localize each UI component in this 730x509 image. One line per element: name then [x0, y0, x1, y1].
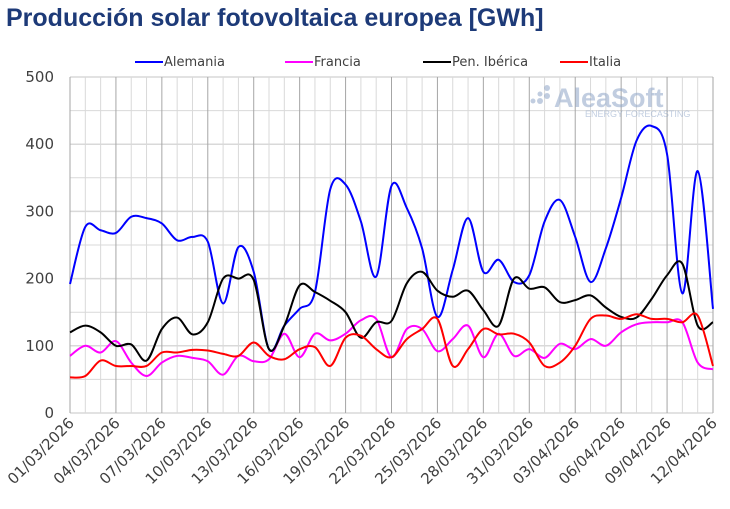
y-tick-label: 0 — [44, 404, 54, 422]
svg-text:AleaSoft: AleaSoft — [554, 83, 664, 113]
y-tick-label: 400 — [25, 135, 54, 153]
y-tick-label: 200 — [25, 270, 54, 288]
y-tick-label: 100 — [25, 337, 54, 355]
legend: Alemania Francia Pen. Ibérica Italia — [135, 55, 621, 70]
legend-label: Pen. Ibérica — [452, 55, 528, 70]
series-line-pen-ib-rica — [69, 260, 714, 362]
y-tick-label: 500 — [25, 68, 54, 86]
y-axis-ticks: 0 100 200 300 400 500 — [25, 68, 54, 422]
chart-title: Producción solar fotovoltaica europea [G… — [6, 4, 544, 32]
svg-text:ENERGY FORECASTING: ENERGY FORECASTING — [585, 109, 690, 119]
series-line-italia — [69, 312, 714, 379]
x-axis-ticks: 01/03/202604/03/202607/03/202610/03/2026… — [4, 414, 721, 488]
legend-label: Italia — [589, 55, 621, 70]
aleasoft-logo-watermark: AleaSoft ENERGY FORECASTING — [530, 83, 690, 119]
legend-label: Francia — [314, 55, 361, 70]
legend-label: Alemania — [164, 55, 225, 70]
y-tick-label: 300 — [25, 202, 54, 220]
series-line-alemania — [69, 124, 714, 352]
grid — [69, 76, 714, 414]
series-lines — [69, 124, 714, 379]
